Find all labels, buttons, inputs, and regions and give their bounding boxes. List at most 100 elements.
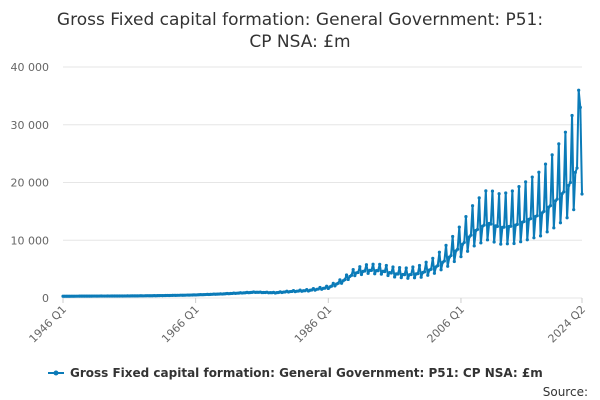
data-point[interactable] — [578, 105, 582, 110]
data-point[interactable] — [325, 284, 329, 288]
data-point[interactable] — [489, 222, 493, 226]
data-point[interactable] — [575, 166, 579, 170]
data-point[interactable] — [358, 265, 362, 269]
data-point[interactable] — [378, 262, 382, 266]
data-point[interactable] — [384, 263, 388, 268]
data-point[interactable] — [510, 189, 514, 193]
data-point[interactable] — [459, 255, 463, 259]
data-point[interactable] — [558, 221, 563, 225]
data-point[interactable] — [343, 278, 347, 282]
data-point[interactable] — [557, 142, 561, 146]
data-point[interactable] — [517, 185, 521, 189]
data-point[interactable] — [532, 236, 536, 240]
data-point[interactable] — [402, 273, 407, 277]
data-point[interactable] — [356, 270, 360, 275]
data-point[interactable] — [504, 191, 508, 195]
data-point[interactable] — [457, 225, 461, 229]
data-point[interactable] — [409, 272, 413, 277]
legend-label[interactable]: Gross Fixed capital formation: General G… — [70, 366, 543, 380]
data-point[interactable] — [431, 256, 435, 260]
data-point[interactable] — [497, 192, 501, 196]
data-point[interactable] — [437, 250, 441, 254]
data-point[interactable] — [479, 241, 483, 245]
data-point[interactable] — [530, 175, 534, 179]
data-point[interactable] — [565, 216, 569, 220]
data-point[interactable] — [462, 240, 466, 245]
data-point[interactable] — [537, 170, 541, 174]
data-point[interactable] — [359, 272, 364, 277]
data-point[interactable] — [393, 275, 397, 279]
data-point[interactable] — [563, 130, 568, 134]
series-path[interactable] — [62, 89, 583, 298]
data-point[interactable] — [542, 209, 546, 213]
data-point[interactable] — [406, 276, 410, 280]
data-point[interactable] — [349, 273, 354, 277]
data-point[interactable] — [580, 192, 584, 196]
data-point[interactable] — [436, 264, 440, 268]
data-point[interactable] — [477, 196, 481, 200]
data-point[interactable] — [475, 227, 480, 232]
data-point[interactable] — [336, 281, 340, 285]
data-point[interactable] — [419, 275, 423, 279]
data-point[interactable] — [376, 269, 380, 273]
data-point[interactable] — [417, 263, 422, 268]
data-point[interactable] — [505, 242, 509, 246]
data-point[interactable] — [562, 190, 566, 194]
data-point[interactable] — [452, 259, 456, 264]
data-point[interactable] — [524, 180, 528, 184]
data-point[interactable] — [451, 234, 455, 239]
data-point[interactable] — [456, 247, 460, 251]
data-point[interactable] — [577, 88, 581, 92]
data-point[interactable] — [373, 272, 377, 276]
data-point[interactable] — [411, 265, 415, 269]
data-point[interactable] — [338, 278, 342, 282]
data-point[interactable] — [535, 214, 539, 218]
data-point[interactable] — [439, 268, 443, 272]
data-point[interactable] — [383, 269, 387, 274]
data-point[interactable] — [552, 226, 556, 230]
data-point[interactable] — [366, 271, 370, 275]
data-point[interactable] — [446, 264, 450, 268]
data-point[interactable] — [509, 224, 513, 228]
data-point[interactable] — [495, 224, 500, 228]
data-point[interactable] — [522, 219, 526, 224]
data-point[interactable] — [572, 208, 576, 212]
data-point[interactable] — [525, 238, 529, 242]
data-point[interactable] — [398, 266, 402, 270]
data-point[interactable] — [469, 233, 473, 237]
data-point[interactable] — [515, 222, 519, 226]
data-point[interactable] — [567, 183, 571, 187]
data-point[interactable] — [363, 269, 367, 273]
data-point[interactable] — [555, 197, 559, 201]
data-point[interactable] — [449, 253, 453, 258]
data-point[interactable] — [371, 262, 375, 266]
data-point[interactable] — [550, 153, 554, 157]
data-point[interactable] — [548, 204, 553, 208]
data-point[interactable] — [568, 180, 572, 185]
data-point[interactable] — [344, 273, 349, 277]
data-point[interactable] — [470, 204, 475, 208]
data-point[interactable] — [570, 113, 574, 118]
data-point[interactable] — [399, 276, 403, 280]
data-point[interactable] — [331, 281, 335, 285]
data-point[interactable] — [422, 270, 427, 274]
data-point[interactable] — [472, 244, 476, 248]
data-point[interactable] — [573, 170, 577, 174]
data-point[interactable] — [353, 274, 357, 278]
data-point[interactable] — [351, 267, 355, 272]
data-point[interactable] — [543, 162, 548, 166]
data-point[interactable] — [386, 273, 390, 278]
data-point[interactable] — [444, 243, 448, 247]
data-point[interactable] — [432, 271, 437, 275]
data-point[interactable] — [404, 266, 408, 270]
data-point[interactable] — [426, 273, 430, 277]
data-point[interactable] — [389, 271, 393, 275]
data-point[interactable] — [396, 272, 400, 276]
data-point[interactable] — [519, 240, 523, 244]
data-point[interactable] — [339, 281, 344, 285]
data-point[interactable] — [529, 216, 533, 221]
data-point[interactable] — [369, 268, 374, 273]
data-point[interactable] — [499, 242, 503, 246]
data-point[interactable] — [482, 223, 486, 227]
data-point[interactable] — [429, 267, 433, 271]
